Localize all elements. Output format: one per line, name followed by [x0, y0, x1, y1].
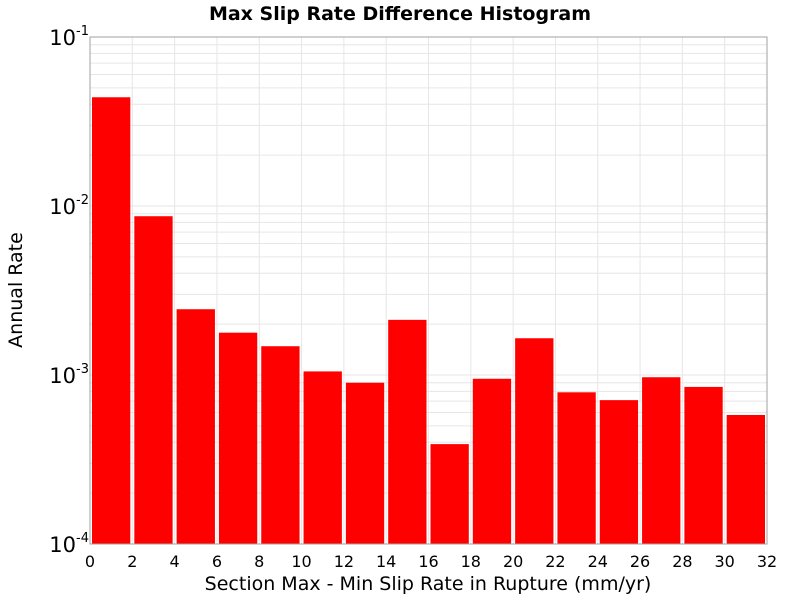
x-tick-label: 22 — [545, 552, 565, 571]
histogram-bar — [134, 216, 173, 544]
x-tick-label: 6 — [212, 552, 222, 571]
histogram-bar — [92, 97, 131, 544]
histogram-bar — [599, 400, 639, 544]
bars-layer — [92, 97, 765, 544]
histogram-bar — [726, 414, 765, 544]
x-tick-label: 16 — [418, 552, 438, 571]
histogram-bar — [515, 338, 554, 544]
x-tick-label: 20 — [503, 552, 523, 571]
x-tick-label: 0 — [85, 552, 95, 571]
y-tick-label: 10-3 — [49, 362, 89, 388]
chart-title: Max Slip Rate Difference Histogram — [209, 3, 591, 25]
histogram-bar — [345, 382, 385, 544]
histogram-bar — [557, 392, 596, 544]
histogram-bar — [218, 332, 258, 544]
histogram-bar — [430, 444, 469, 544]
histogram-bar — [472, 378, 512, 544]
plot-frame — [89, 36, 768, 545]
y-axis-label: Annual Rate — [5, 232, 27, 348]
histogram-bar — [642, 377, 681, 544]
histogram-bar — [388, 319, 427, 544]
histogram-bar — [261, 346, 300, 544]
y-tick-label: 10-4 — [49, 531, 89, 557]
histogram-bar — [303, 371, 342, 544]
x-tick-label: 4 — [170, 552, 180, 571]
x-tick-label: 24 — [588, 552, 608, 571]
x-tick-label: 32 — [757, 552, 777, 571]
x-tick-label: 12 — [334, 552, 354, 571]
x-tick-label: 26 — [630, 552, 650, 571]
y-tick-label: 10-2 — [49, 193, 89, 219]
x-tick-label: 28 — [672, 552, 692, 571]
x-axis-label: Section Max - Min Slip Rate in Rupture (… — [205, 573, 652, 595]
x-tick-label: 18 — [461, 552, 481, 571]
y-axis-ticks: 10-4 10-3 10-2 10-1 — [49, 24, 89, 557]
x-axis-ticks: 0 2 4 6 8 10 12 14 16 18 20 22 24 26 28 30 32 — [85, 552, 777, 571]
x-tick-label: 10 — [291, 552, 311, 571]
y-tick-label: 10-1 — [49, 24, 89, 50]
histogram-bar — [684, 386, 723, 544]
x-tick-label: 2 — [127, 552, 137, 571]
x-tick-label: 14 — [376, 552, 396, 571]
x-tick-label: 30 — [715, 552, 735, 571]
histogram-bar — [176, 309, 215, 544]
plot-area — [89, 36, 768, 545]
x-tick-label: 8 — [254, 552, 264, 571]
